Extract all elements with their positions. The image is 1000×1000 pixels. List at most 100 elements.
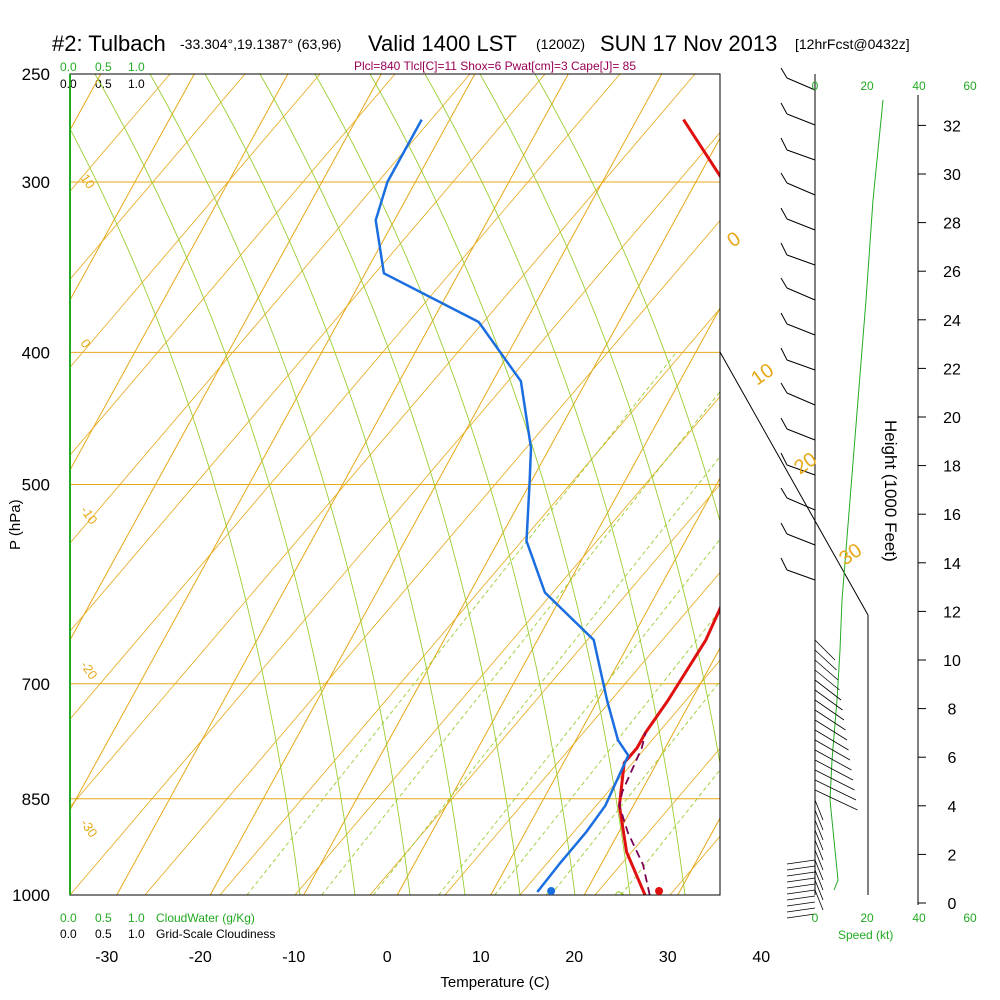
wind-lower-barb (814, 689, 843, 711)
wind-lower-barb (814, 669, 840, 691)
temperature-tick-40: 40 (752, 949, 770, 966)
wind-barb (786, 182, 816, 196)
dewpoint-profile (374, 118, 630, 893)
wind-profile-lines (786, 639, 858, 919)
wind-barb-flag (780, 452, 788, 466)
bottom-cloud-scale: 0.0 0.5 1.0 CloudWater (g/Kg) 0.0 0.5 1.… (60, 911, 275, 941)
isotherm-label: -20 (78, 658, 101, 682)
moist-adiabat-line (424, 74, 686, 895)
pressure-tick-1000: 1000 (12, 886, 50, 905)
wind-barb-flag (780, 277, 788, 289)
parcel-profile (618, 732, 651, 895)
wind-lower-barb (814, 859, 824, 881)
isotherm-line (583, 647, 720, 895)
wind-surface-barb (786, 877, 816, 883)
wind-surface-barb (786, 907, 816, 913)
wind-lower-barb (814, 799, 824, 821)
height-tick-8: 8 (948, 702, 957, 719)
grid-layer (0, 74, 720, 895)
wind-lower-barb (814, 819, 824, 841)
moist-adiabat-line (204, 74, 466, 895)
pressure-tick-850: 850 (22, 790, 50, 809)
title-date: SUN 17 Nov 2013 (600, 31, 777, 56)
height-axis-label: Height (1000 Feet) (881, 420, 900, 562)
adiabat-line (294, 395, 720, 895)
wind-lower-barb (814, 759, 854, 781)
wind-lower-barb (814, 829, 824, 851)
cloudwater-label: CloudWater (g/Kg) (156, 911, 255, 925)
height-tick-14: 14 (943, 556, 961, 573)
temperature-tick-0: 0 (383, 949, 392, 966)
top-cloudiness-05: 0.5 (95, 77, 112, 91)
height-tick-24: 24 (943, 313, 961, 330)
wind-lower-barb (814, 809, 824, 831)
moist-adiabat-line (369, 74, 631, 895)
moist-adiabat-line (314, 74, 576, 895)
wind-barb-flag (780, 557, 788, 571)
adiabat-label: 0 (723, 228, 745, 252)
mixing-ratio-label: 3 (360, 899, 378, 915)
mixing-ratio-line (246, 352, 677, 895)
height-tick-10: 10 (943, 653, 961, 670)
wind-barb (786, 464, 816, 476)
isotherm-line (0, 74, 7, 895)
wind-lower-barb (814, 749, 852, 771)
isotherm-line (490, 477, 720, 895)
wind-lower-barb (814, 639, 836, 661)
wind-barbs (780, 67, 816, 581)
title-coords: -33.304°,19.1387° (63,96) (180, 36, 341, 52)
top-cloudwater-1: 1.0 (128, 60, 145, 74)
cloudiness-label: Grid-Scale Cloudiness (156, 927, 275, 941)
temperature-axis: -30 -20 -10 0 10 20 30 40 (95, 949, 770, 966)
height-tick-22: 22 (943, 361, 961, 378)
isotherm-line (70, 74, 382, 642)
wind-barb-flag (780, 347, 788, 361)
wind-barb (786, 218, 816, 231)
adiabat-line (369, 483, 720, 895)
adiabat-line (594, 747, 720, 895)
wind-surface-barb (786, 859, 816, 865)
isotherm-line (396, 307, 720, 895)
bot-cloudwater-05: 0.5 (95, 911, 112, 925)
wind-lower-barb (814, 709, 846, 731)
height-tick-28: 28 (943, 216, 961, 233)
wind-surface-barb (786, 901, 816, 907)
height-tick-12: 12 (943, 604, 961, 621)
wind-surface-barb (786, 913, 816, 919)
height-tick-26: 26 (943, 264, 961, 281)
height-tick-16: 16 (943, 507, 961, 524)
wind-lower-barb (814, 769, 855, 791)
top-cloudwater-0: 0.0 (60, 60, 77, 74)
wind-barb-flag (780, 67, 788, 79)
adiabat-label: 10 (747, 359, 778, 390)
wind-barb-flag (780, 137, 788, 151)
speed-tick-top-20: 20 (860, 79, 874, 93)
wind-lower-barb (814, 719, 848, 741)
height-tick-30: 30 (943, 167, 961, 184)
adiabat-line (219, 307, 720, 895)
adiabat-line (70, 74, 471, 544)
isotherm-label: 10 (78, 171, 99, 191)
wind-panel (719, 67, 884, 919)
wind-lower-barb (814, 699, 845, 721)
wind-lower-barb (814, 779, 857, 801)
isotherm-line (209, 74, 663, 895)
title-zulu: (1200Z) (536, 36, 585, 52)
height-tick-6: 6 (948, 750, 957, 767)
top-cloud-scale: 0.0 0.5 1.0 0.0 0.5 1.0 (60, 60, 145, 91)
isotherm-line (70, 74, 195, 302)
height-tick-2: 2 (948, 847, 957, 864)
speed-ticks-bottom: 0 20 40 60 Speed (kt) (812, 911, 977, 942)
isotherm-label: -10 (78, 503, 101, 527)
wind-lower-barb (814, 679, 842, 701)
isotherm-line (116, 74, 569, 895)
stability-indices: Plcl=840 Tlcl[C]=11 Shox=6 Pwat[cm]=3 Ca… (354, 59, 636, 73)
speed-tick-bot-20: 20 (860, 911, 874, 925)
title-station: #2: Tulbach (52, 31, 166, 56)
mixing-ratio-line (550, 680, 720, 895)
wind-barb (786, 323, 816, 336)
wind-lower-barb (814, 659, 839, 681)
mixing-ratio-line (438, 538, 720, 895)
temperature-profile (617, 118, 720, 895)
wind-barb (786, 359, 816, 371)
